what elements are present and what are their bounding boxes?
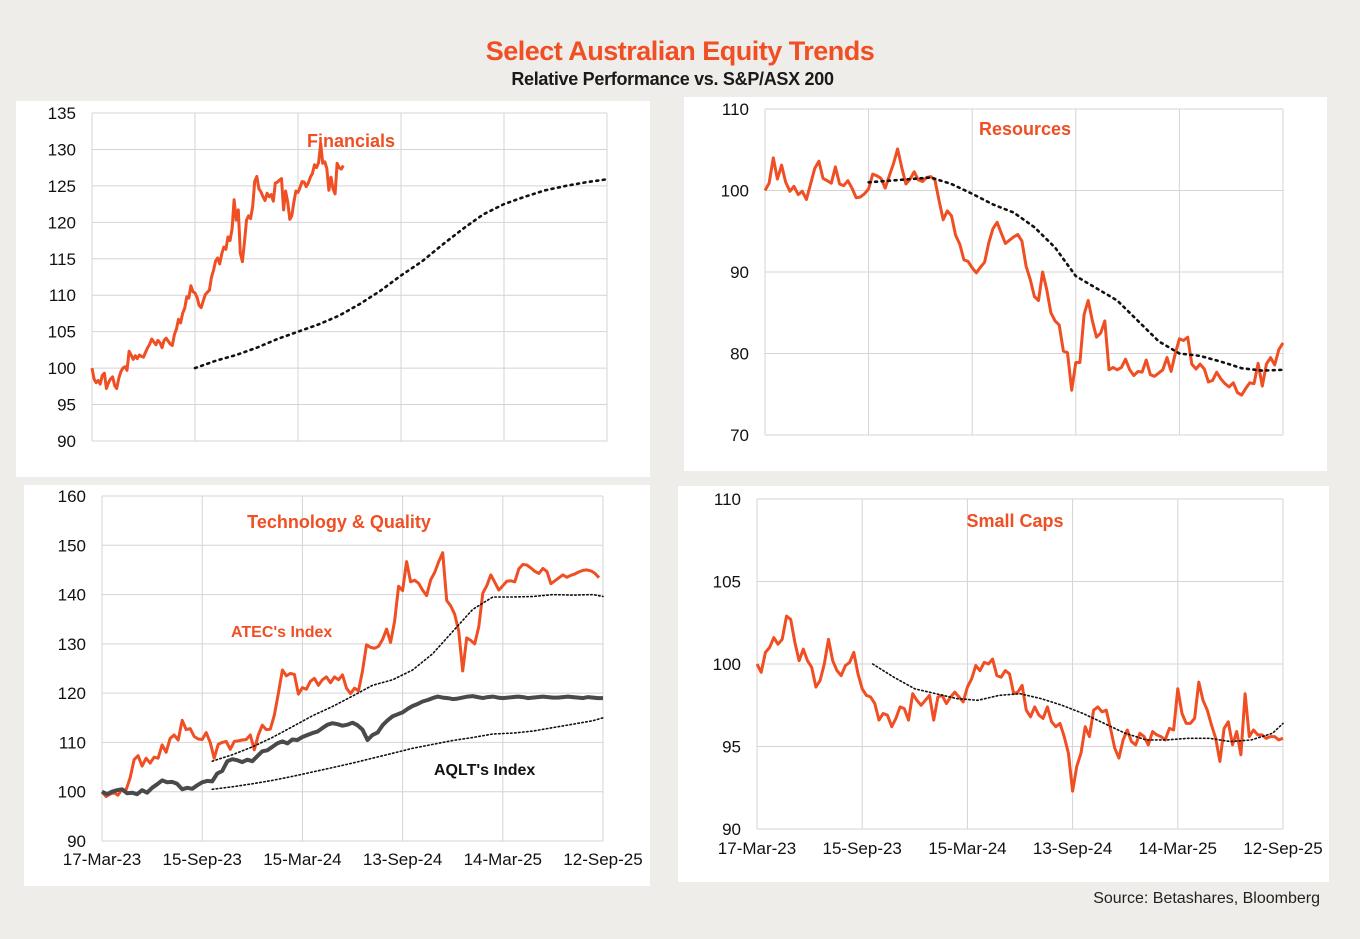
y-tick-label: 130 [58, 635, 86, 654]
y-tick-label: 140 [58, 586, 86, 605]
chart-title: Resources [979, 119, 1071, 139]
financials-chart: 90 95 100 105 110 115 120 125 130 135 Financials [48, 104, 609, 451]
x-tick-label: 14-Mar-25 [464, 850, 542, 869]
y-tick-label: 90 [722, 820, 741, 839]
y-tick-label: 70 [730, 426, 749, 445]
y-tick-label: 120 [48, 213, 76, 232]
y-tick-label: 100 [48, 359, 76, 378]
x-tick-label: 13-Sep-24 [363, 850, 442, 869]
y-tick-label: 120 [58, 684, 86, 703]
y-tick-label: 90 [57, 432, 76, 451]
series-line-trend [867, 176, 1285, 372]
y-tick-label: 95 [722, 738, 741, 757]
x-tick-label: 15-Mar-24 [928, 839, 1006, 858]
y-tick-label: 110 [49, 286, 76, 305]
financials-panel: 90 95 100 105 110 115 120 125 130 135 Financials [16, 101, 650, 477]
series-line-aqlt-s-index [101, 694, 603, 797]
series-line-atec-s-index [100, 551, 601, 799]
y-tick-label: 105 [48, 323, 76, 342]
x-tick-label: 15-Sep-23 [163, 850, 242, 869]
x-tick-label: 12-Sep-25 [1243, 839, 1322, 858]
x-tick-label: 17-Mar-23 [63, 850, 141, 869]
y-tick-label: 110 [722, 100, 749, 119]
resources-panel: 70 80 90 100 110 Resources [684, 97, 1327, 471]
y-tick-label: 160 [58, 487, 86, 506]
small-caps-panel: 90 95 100 105 110 17-Mar-23 15-Sep-23 15-Mar-24… [678, 486, 1329, 882]
y-tick-label: 115 [49, 250, 76, 269]
y-tick-label: 90 [67, 832, 86, 851]
source-note: Source: Betashares, Bloomberg [1093, 890, 1320, 907]
x-tick-label: 14-Mar-25 [1139, 839, 1217, 858]
y-tick-label: 100 [713, 655, 741, 674]
series-line-trend [193, 178, 609, 370]
y-tick-label: 135 [48, 104, 76, 123]
series-annotation: AQLT's Index [434, 762, 535, 779]
series-line-atec-trend [211, 593, 604, 763]
series-line-aqlt-trend [211, 717, 604, 791]
y-tick-label: 80 [730, 345, 749, 364]
page-subtitle: Relative Performance vs. S&P/ASX 200 [511, 69, 834, 89]
chart-title: Technology & Quality [247, 512, 431, 532]
series-line-resources [763, 147, 1285, 397]
x-tick-label: 12-Sep-25 [563, 850, 642, 869]
technology-quality-panel: 90 100 110 120 130 140 150 160 17-Mar-23 15-Sep-2… [24, 485, 650, 886]
series-annotation: ATEC's Index [231, 624, 332, 641]
y-tick-label: 95 [57, 396, 76, 415]
chart-title: Small Caps [966, 511, 1063, 531]
page-title: Select Australian Equity Trends [485, 36, 875, 66]
series-line-trend [871, 663, 1284, 743]
y-tick-label: 125 [48, 177, 76, 196]
y-tick-label: 100 [721, 182, 749, 201]
x-tick-label: 15-Mar-24 [263, 850, 341, 869]
x-tick-label: 17-Mar-23 [718, 839, 796, 858]
y-tick-label: 110 [714, 490, 741, 509]
y-tick-label: 100 [58, 783, 86, 802]
resources-chart: 70 80 90 100 110 Resources [721, 100, 1285, 445]
technology-quality-chart: 90 100 110 120 130 140 150 160 17-Mar-23 15-Sep-2… [58, 487, 643, 869]
y-tick-label: 150 [58, 536, 86, 555]
small-caps-chart: 90 95 100 105 110 17-Mar-23 15-Sep-23 15-Mar-24… [713, 490, 1323, 858]
y-tick-label: 90 [730, 263, 749, 282]
chart-title: Financials [307, 131, 395, 151]
x-tick-label: 15-Sep-23 [823, 839, 902, 858]
series-line-financials [90, 142, 345, 390]
series-line-small-caps [755, 614, 1284, 793]
y-tick-label: 105 [713, 573, 741, 592]
y-tick-label: 110 [59, 733, 86, 752]
y-tick-label: 130 [48, 140, 76, 159]
x-tick-label: 13-Sep-24 [1033, 839, 1112, 858]
